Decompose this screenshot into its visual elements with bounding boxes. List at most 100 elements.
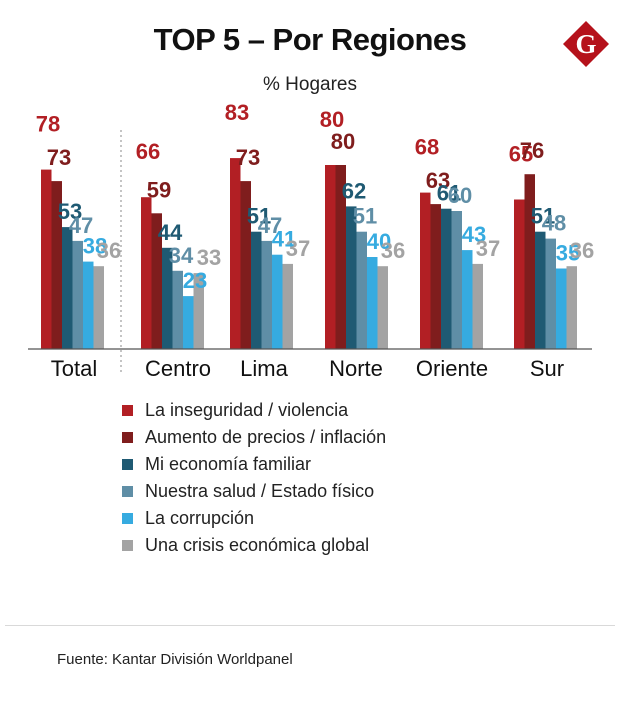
bar-chart: 7873534738366659443423338373514741378080… [28, 100, 594, 381]
data-label: 33 [197, 245, 221, 270]
data-label: 43 [462, 222, 486, 247]
legend-label: Mi economía familiar [145, 454, 312, 474]
legend-label: Aumento de precios / inflación [145, 427, 387, 447]
legend-label: La corrupción [145, 508, 255, 528]
data-label: 83 [225, 100, 249, 125]
bar [230, 158, 241, 349]
bar [462, 250, 473, 349]
source-note: Fuente: Kantar División Worldpanel [57, 651, 293, 668]
data-label: 23 [183, 268, 207, 293]
category-label: Norte [329, 356, 383, 381]
data-label: 59 [147, 177, 171, 202]
data-label: 35 [556, 241, 580, 266]
bar [451, 211, 462, 349]
chart-title: TOP 5 – Por Regiones [153, 22, 467, 57]
data-label: 36 [381, 238, 405, 263]
legend-swatch [122, 540, 133, 551]
bar [62, 227, 73, 349]
data-label: 61 [437, 181, 461, 206]
bar [183, 296, 194, 349]
data-label: 68 [415, 135, 439, 160]
data-label: 80 [331, 129, 355, 154]
data-label: 63 [426, 168, 450, 193]
bar [240, 181, 251, 349]
data-label: 44 [158, 220, 183, 245]
data-label: 80 [320, 107, 344, 132]
bar [325, 165, 336, 349]
bar [72, 240, 83, 349]
bar [141, 197, 152, 349]
data-label: 51 [353, 204, 377, 229]
legend-swatch [122, 486, 133, 497]
legend-label: Nuestra salud / Estado físico [145, 481, 375, 501]
legend-swatch [122, 405, 133, 416]
legend-item: Mi economía familiar [122, 451, 386, 478]
category-label: Centro [145, 356, 211, 381]
category-label: Oriente [416, 356, 488, 381]
brand-logo-icon: G [563, 21, 609, 67]
footer-divider [5, 625, 615, 626]
bar [346, 206, 357, 349]
logo-letter: G [575, 29, 596, 59]
data-label: 60 [448, 183, 472, 208]
bar [377, 266, 388, 349]
bar [282, 263, 293, 349]
logo-diamond [563, 21, 609, 67]
chart-legend: La inseguridad / violencia Aumento de pr… [122, 397, 386, 559]
bar [251, 231, 262, 349]
data-label: 51 [247, 204, 271, 229]
bar [151, 213, 162, 349]
bar [356, 231, 367, 349]
bar [441, 208, 452, 349]
data-label: 73 [47, 145, 71, 170]
data-label: 36 [97, 238, 121, 263]
data-label: 47 [69, 213, 93, 238]
legend-item: La inseguridad / violencia [122, 397, 386, 424]
legend-swatch [122, 459, 133, 470]
bar [51, 181, 62, 349]
bar [524, 174, 535, 349]
legend-swatch [122, 513, 133, 524]
data-label: 66 [136, 139, 160, 164]
bar [545, 238, 556, 349]
legend-label: Una crisis económica global [145, 535, 370, 555]
bar [162, 247, 173, 349]
bar [335, 165, 346, 349]
data-label: 53 [58, 199, 82, 224]
legend-item: Una crisis económica global [122, 532, 386, 559]
legend-label: La inseguridad / violencia [145, 400, 349, 420]
data-label: 47 [258, 213, 282, 238]
bar [41, 169, 52, 349]
data-label: 73 [236, 145, 260, 170]
data-label: 36 [570, 238, 594, 263]
bar [367, 257, 378, 349]
data-label: 62 [342, 178, 366, 203]
data-label: 40 [367, 229, 391, 254]
legend-swatch [122, 432, 133, 443]
bar [93, 266, 104, 349]
bar [420, 192, 431, 349]
bar [172, 270, 183, 349]
bar [556, 268, 567, 349]
data-label: 38 [83, 234, 107, 259]
bar [514, 199, 525, 349]
data-label: 76 [520, 138, 544, 163]
data-label: 78 [36, 112, 60, 137]
data-label: 48 [542, 211, 566, 236]
category-label: Total [51, 356, 97, 381]
bar [83, 261, 94, 349]
bar [472, 263, 483, 349]
bar [535, 231, 546, 349]
chart-subtitle: % Hogares [263, 74, 357, 95]
bar [261, 240, 272, 349]
data-label: 41 [272, 227, 296, 252]
bar [193, 273, 204, 349]
data-label: 34 [169, 243, 194, 268]
category-label: Sur [530, 356, 564, 381]
bar [272, 254, 283, 349]
legend-item: Aumento de precios / inflación [122, 424, 386, 451]
data-label: 37 [286, 236, 310, 261]
bar [566, 266, 577, 349]
bar [430, 204, 441, 349]
data-label: 51 [531, 204, 555, 229]
